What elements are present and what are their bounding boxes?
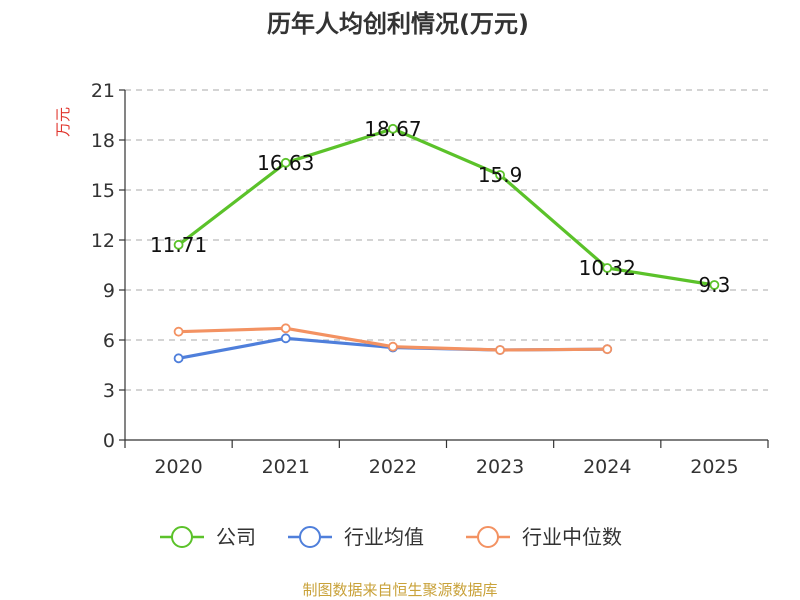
data-point xyxy=(602,344,613,355)
data-point xyxy=(280,157,291,168)
data-label: 15.9 xyxy=(478,163,523,187)
y-tick-label: 18 xyxy=(91,130,115,152)
y-tick-label: 21 xyxy=(91,80,115,102)
data-label: 11.71 xyxy=(150,233,207,257)
grid-lines xyxy=(125,89,768,391)
data-point xyxy=(602,263,613,273)
data-point xyxy=(173,353,184,364)
legend-label: 行业中位数 xyxy=(522,525,622,549)
data-label: 18.67 xyxy=(364,117,421,141)
data-point xyxy=(709,280,720,290)
data-point xyxy=(495,170,505,180)
source-note: 制图数据来自恒生聚源数据库 xyxy=(302,581,497,599)
data-point xyxy=(280,333,291,344)
y-tick-label: 15 xyxy=(91,180,115,202)
y-tick-label: 9 xyxy=(103,280,115,302)
data-point xyxy=(495,345,505,355)
legend: 公司 行业均值 行业中位数 xyxy=(160,525,622,549)
y-tick-label: 0 xyxy=(103,430,115,452)
legend-marker xyxy=(171,526,193,548)
y-axis-label: 万元 xyxy=(54,107,72,137)
legend-marker xyxy=(477,526,499,548)
legend-label: 公司 xyxy=(216,525,256,549)
x-tick-label: 2024 xyxy=(583,456,631,478)
legend-label: 行业均值 xyxy=(344,525,424,549)
y-tick-label: 3 xyxy=(103,380,115,402)
data-label: 10.32 xyxy=(579,256,636,280)
x-tick-label: 2025 xyxy=(690,456,738,478)
x-tick-label: 2021 xyxy=(262,456,310,478)
x-tick-label: 2020 xyxy=(154,456,202,478)
chart-title: 历年人均创利情况(万元) xyxy=(267,10,529,38)
data-point xyxy=(280,323,291,334)
data-point xyxy=(173,239,184,250)
data-point xyxy=(388,123,398,134)
legend-marker xyxy=(299,526,321,548)
y-tick-label: 12 xyxy=(91,230,115,252)
series-line xyxy=(177,127,715,287)
axes: 0 3 6 9 12 15 18 21 2020 2021 2022 2023 2024 2025 xyxy=(91,80,769,478)
data-point xyxy=(388,341,398,352)
series-lines xyxy=(173,123,720,364)
y-tick-label: 6 xyxy=(103,330,115,352)
x-tick-label: 2022 xyxy=(369,456,417,478)
data-label: 9.3 xyxy=(699,273,731,297)
x-tick-label: 2023 xyxy=(476,456,524,478)
data-labels: 11.71 16.63 18.67 15.9 10.32 9.3 xyxy=(150,117,730,297)
data-point xyxy=(173,326,184,337)
data-label: 16.63 xyxy=(257,151,314,175)
